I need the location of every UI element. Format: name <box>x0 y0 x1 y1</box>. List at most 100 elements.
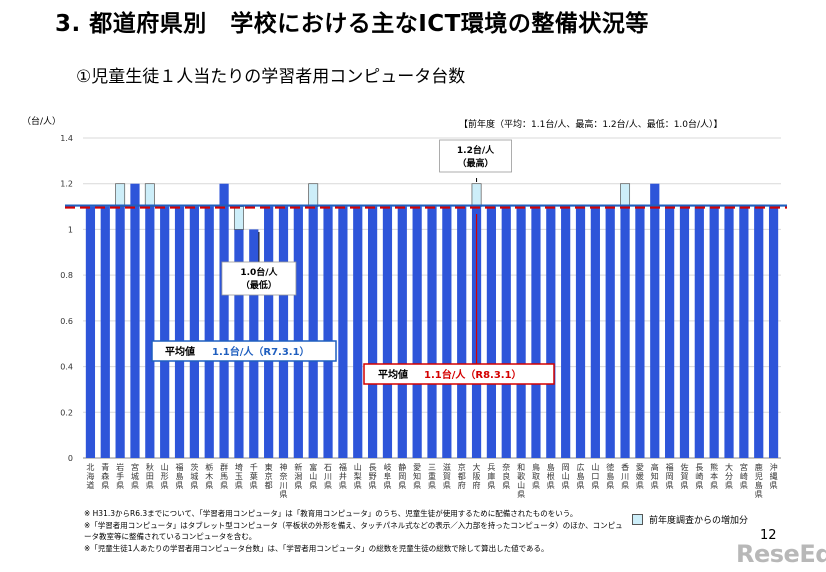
x-tick-label: 福岡県 <box>666 463 674 490</box>
bar-increase <box>115 183 126 207</box>
y-tick-label: 1.2 <box>60 180 73 189</box>
page-subtitle: ①児童生徒１人当たりの学習者用コンピュータ台数 <box>76 67 466 87</box>
x-tick-label: 愛媛県 <box>636 462 644 490</box>
y-tick-label: 0.2 <box>60 408 73 417</box>
footnote-1: ※ H31.3からR6.3までについて、「学習者用コンピュータ」は「教育用コンピ… <box>84 509 578 518</box>
bar <box>665 206 675 458</box>
x-tick-label: 徳島県 <box>606 462 614 490</box>
avg-curr-value: 1.1台/人（R8.3.1） <box>424 368 522 381</box>
avg-curr-box <box>363 363 555 385</box>
x-tick-label: 山梨県 <box>354 462 362 490</box>
x-tick-label: 佐賀県 <box>680 462 688 490</box>
avg-prev-value: 1.1台/人（R7.3.1） <box>212 345 310 358</box>
bar <box>382 206 393 458</box>
x-tick-label: 千葉県 <box>250 462 258 490</box>
y-tick-label: 0.6 <box>60 317 73 326</box>
x-tick-label: 京都府 <box>458 462 466 490</box>
bar <box>620 206 630 458</box>
x-tick-label: 新潟県 <box>294 462 302 490</box>
bar <box>724 206 734 458</box>
y-tick-label: 1 <box>68 225 73 234</box>
bar <box>293 206 303 458</box>
x-tick-label: 長崎県 <box>695 463 703 490</box>
bar <box>323 206 333 458</box>
x-tick-label: 宮崎県 <box>740 462 748 490</box>
bar <box>768 206 779 458</box>
x-tick-label: 石川県 <box>324 463 332 490</box>
x-tick-label: 島根県 <box>547 462 555 490</box>
bar <box>353 206 363 458</box>
x-tick-label: 和歌山県 <box>517 463 525 499</box>
bar <box>457 206 467 458</box>
max-callout-line2: （最高） <box>458 157 494 169</box>
min-callout-line2: （最低） <box>241 279 277 291</box>
x-tick-label: 長野県 <box>369 463 377 490</box>
bar <box>427 206 437 458</box>
avg-prev-box <box>151 340 337 362</box>
x-tick-label: 滋賀県 <box>443 462 451 490</box>
x-tick-label: 広島県 <box>577 462 585 490</box>
bar <box>635 206 645 458</box>
page-number: 12 <box>760 528 777 543</box>
x-tick-label: 山形県 <box>161 462 169 490</box>
x-tick-label: 埼玉県 <box>235 462 243 490</box>
x-tick-label: 群馬県 <box>220 462 228 490</box>
x-tick-label: 神奈川県 <box>279 462 287 499</box>
bar <box>650 183 660 458</box>
x-tick-label: 岐阜県 <box>383 462 391 490</box>
x-tick-label: 山口県 <box>591 462 599 490</box>
x-tick-label: 青森県 <box>101 462 109 490</box>
x-tick-label: 熊本県 <box>710 462 718 490</box>
bar <box>204 206 214 458</box>
legend-swatch-increase <box>632 514 643 525</box>
x-tick-label: 三重県 <box>428 463 436 490</box>
x-tick-label: 大阪府 <box>473 462 481 490</box>
x-tick-label: 大分県 <box>725 462 733 490</box>
bar <box>754 206 764 458</box>
footnotes: ※ H31.3からR6.3までについて、「学習者用コンピュータ」は「教育用コンピ… <box>84 508 624 554</box>
footnote-2: ※「学習者用コンピュータ」はタブレット型コンピュータ（平板状の外形を備え、タッチ… <box>84 520 623 542</box>
bar <box>264 206 274 458</box>
bar-increase <box>233 206 244 230</box>
x-tick-label: 東京都 <box>265 462 273 490</box>
bar <box>397 206 407 458</box>
y-axis-unit-label: （台/人） <box>22 117 62 127</box>
x-tick-label: 岡山県 <box>562 463 570 490</box>
x-tick-label: 奈良県 <box>502 462 510 490</box>
bar <box>531 206 541 458</box>
bar <box>338 206 348 458</box>
bar-increase <box>620 183 631 207</box>
max-callout-box <box>439 139 512 173</box>
prev-year-note: 【前年度（平均：1.1台/人、最高：1.2台/人、最低：1.0台/人）】 <box>459 120 723 130</box>
x-tick-label: 高知県 <box>651 462 659 490</box>
avg-curr-label: 平均値 <box>378 368 408 381</box>
x-tick-label: 茨城県 <box>190 462 198 490</box>
bar <box>590 206 600 458</box>
x-tick-label: 静岡県 <box>398 462 406 490</box>
x-tick-label: 富山県 <box>309 462 317 490</box>
bar <box>412 206 422 458</box>
bar <box>442 206 452 458</box>
min-callout-line1: 1.0台/人 <box>240 266 278 278</box>
x-tick-label: 鹿児島県 <box>755 462 763 499</box>
avg-prev-label: 平均値 <box>165 345 195 358</box>
x-tick-label: 岩手県 <box>116 462 124 490</box>
bar <box>694 206 704 458</box>
x-tick-label: 福島県 <box>176 463 184 490</box>
bar <box>308 206 318 458</box>
bar <box>85 206 96 458</box>
page-title: 3. 都道府県別 学校における主なICT環境の整備状況等 <box>55 11 649 37</box>
x-tick-label: 福井県 <box>339 463 347 490</box>
x-tick-label: 北海道 <box>86 463 94 490</box>
y-tick-label: 0.4 <box>60 363 73 372</box>
bar <box>115 206 125 458</box>
bar <box>219 183 229 458</box>
bar-increase <box>308 183 319 207</box>
x-tick-label: 愛知県 <box>413 462 421 490</box>
bar <box>739 206 749 458</box>
x-tick-label: 香川県 <box>621 462 629 490</box>
bar <box>145 206 155 458</box>
bar <box>100 206 110 458</box>
bar <box>709 206 719 458</box>
footnote-3: ※「児童生徒1人あたりの学習者用コンピュータ台数」は、「学習者用コンピュータ」の… <box>84 543 549 553</box>
